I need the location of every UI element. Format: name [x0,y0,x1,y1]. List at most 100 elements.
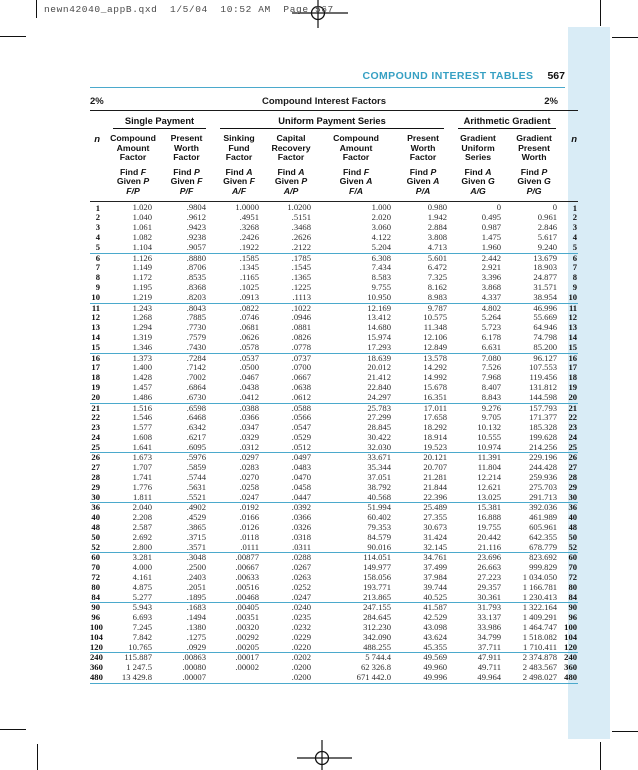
cell-pa: 13.578 [423,352,448,363]
cell-n-right: 28 [568,472,578,483]
cell-ap: .0366 [291,512,312,523]
cell-fp: 2.208 [132,512,152,523]
cell-n-right: 29 [568,481,578,492]
cell-n-right: 13 [568,322,578,333]
table-row: 5 1.104 .9057 .1922 .2122 5.204 4.713 1.… [90,242,579,254]
cell-n-left: 60 [91,552,100,563]
cell-ag: 8.407 [481,381,502,392]
cell-pf: .7430 [160,342,214,354]
table-row: 70 4.000 .2500 .00667 .0267 149.977 37.4… [90,562,578,573]
cell-pa: 25.489 [423,502,448,513]
cell-fa: 35.344 [367,462,392,473]
cell-ag: 12.621 [477,481,502,492]
cell-fp: 1.373 [132,352,152,363]
column-header-p-f: Present Worth Factor Find P Given F P/F [160,129,213,201]
cell-ag: 2.442 [481,252,502,263]
crop-mark-top-right-horizontal [612,37,638,38]
cell-ap: .1545 [291,262,312,273]
cell-ag: 10.974 [451,442,506,454]
cell-ap: .0778 [265,342,318,354]
cell-ap: .0232 [291,622,312,633]
cell-af: .0329 [239,431,260,442]
cell-pf: .5859 [186,462,207,473]
cell-pf: .9804 [160,200,214,214]
group-arithmetic-gradient: Arithmetic Gradient [451,111,563,129]
given-line: Given A [339,176,373,187]
cell-fp: 3.281 [132,552,152,563]
cell-pa: 10.575 [423,312,448,323]
cell-ag: 0.495 [481,212,502,223]
cell-af: .0681 [239,322,260,333]
cell-pf: .9612 [186,212,207,223]
cell-pg: 461.989 [529,512,558,523]
crop-mark-bottom-right-horizontal [612,731,638,732]
cell-n-left: 104 [90,631,103,642]
cell-pg: 185.328 [529,422,558,433]
column-header-a-p: Capital Recovery Factor Find A Given P A… [265,129,317,201]
factor-ratio: A/F [232,185,247,196]
table-row: 52 2.800 .3571 .0111 .0311 90.016 32.145… [90,542,579,554]
cell-pg: 46.996 [533,302,558,313]
given-line: Given P [116,176,150,187]
cell-af: 1.0000 [213,200,266,214]
cell-n-left: 72 [91,572,100,583]
table-row: 16 1.373 .7284 .0537 .0737 18.639 13.578… [90,353,578,363]
cell-af: .00468 [213,592,266,604]
cell-pa: 27.355 [423,512,448,523]
cell-n-right: 4 [572,231,578,242]
factor-ratio: F/P [126,185,140,196]
cell-n-left: 18 [91,372,100,383]
cell-n-left: 90 [91,602,100,613]
cell-pf: .9238 [186,231,207,242]
cell-fp: 7.842 [132,631,152,642]
cell-pf: .3571 [160,542,214,554]
cell-ap: .0263 [291,572,312,583]
table-row: 13 1.294 .7730 .0681 .0881 14.680 11.348… [90,322,578,333]
cell-n-left: 8 [95,272,100,283]
cell-pf: .8043 [186,302,207,313]
cell-pf: .6217 [186,431,207,442]
cell-pf: .8368 [186,281,207,292]
cell-pa: 8.983 [395,292,452,304]
cell-ap: .2626 [291,231,312,242]
cell-n-left: 120 [90,642,106,654]
cell-af: .00205 [213,642,266,654]
cell-pa: 14.992 [423,372,448,383]
table-row: 480 13 429.8 .00007 .0200 671 442.0 49.9… [90,672,579,684]
cell-n-left: 48 [91,522,100,533]
cell-fa: 18.639 [367,352,392,363]
cell-pa: 43.624 [423,631,448,642]
cell-n-left: 15 [90,342,106,354]
interest-rate-right: 2% [544,96,558,107]
cell-pf: .9423 [186,222,207,233]
cell-fp: 1.641 [106,442,160,454]
cell-fa: 312.230 [363,622,392,633]
cell-pa: 37.499 [423,562,448,573]
cell-fa: 6.308 [371,252,392,263]
cell-fp: 1.040 [132,212,152,223]
table-row: 12 1.268 .7885 .0746 .0946 13.412 10.575… [90,313,578,323]
cell-n-right: 50 [568,531,578,542]
cell-pf: .8535 [186,272,207,283]
table-row: 26 1.673 .5976 .0297 .0497 33.671 20.121… [90,452,578,463]
cell-fp: 13 429.8 [106,672,160,684]
cell-n-right: 18 [568,372,578,383]
cell-n-right: 80 [568,581,578,592]
cell-af: .1345 [239,262,260,273]
cell-pa: 16.351 [395,392,452,404]
cell-ag: 7.968 [481,372,502,383]
cell-pg: 291.713 [505,492,564,504]
cell-pg: 2 498.027 [505,672,564,684]
cell-n-right: 3 [572,222,578,233]
factor-name: Gradient Uniform Series [460,133,496,163]
cell-fp: 1 247.5 [126,662,152,673]
cell-n-left: 27 [91,462,100,473]
cell-pa: 9.787 [427,302,448,313]
cell-fa: 51.994 [367,502,392,513]
cell-ap: .0737 [291,352,312,363]
cell-n-right: 100 [564,622,578,633]
cell-n-left: 20 [90,392,106,404]
find-line: Find F [342,166,370,177]
cell-fp: 2.040 [132,502,152,513]
cell-n-left: 23 [91,422,100,433]
